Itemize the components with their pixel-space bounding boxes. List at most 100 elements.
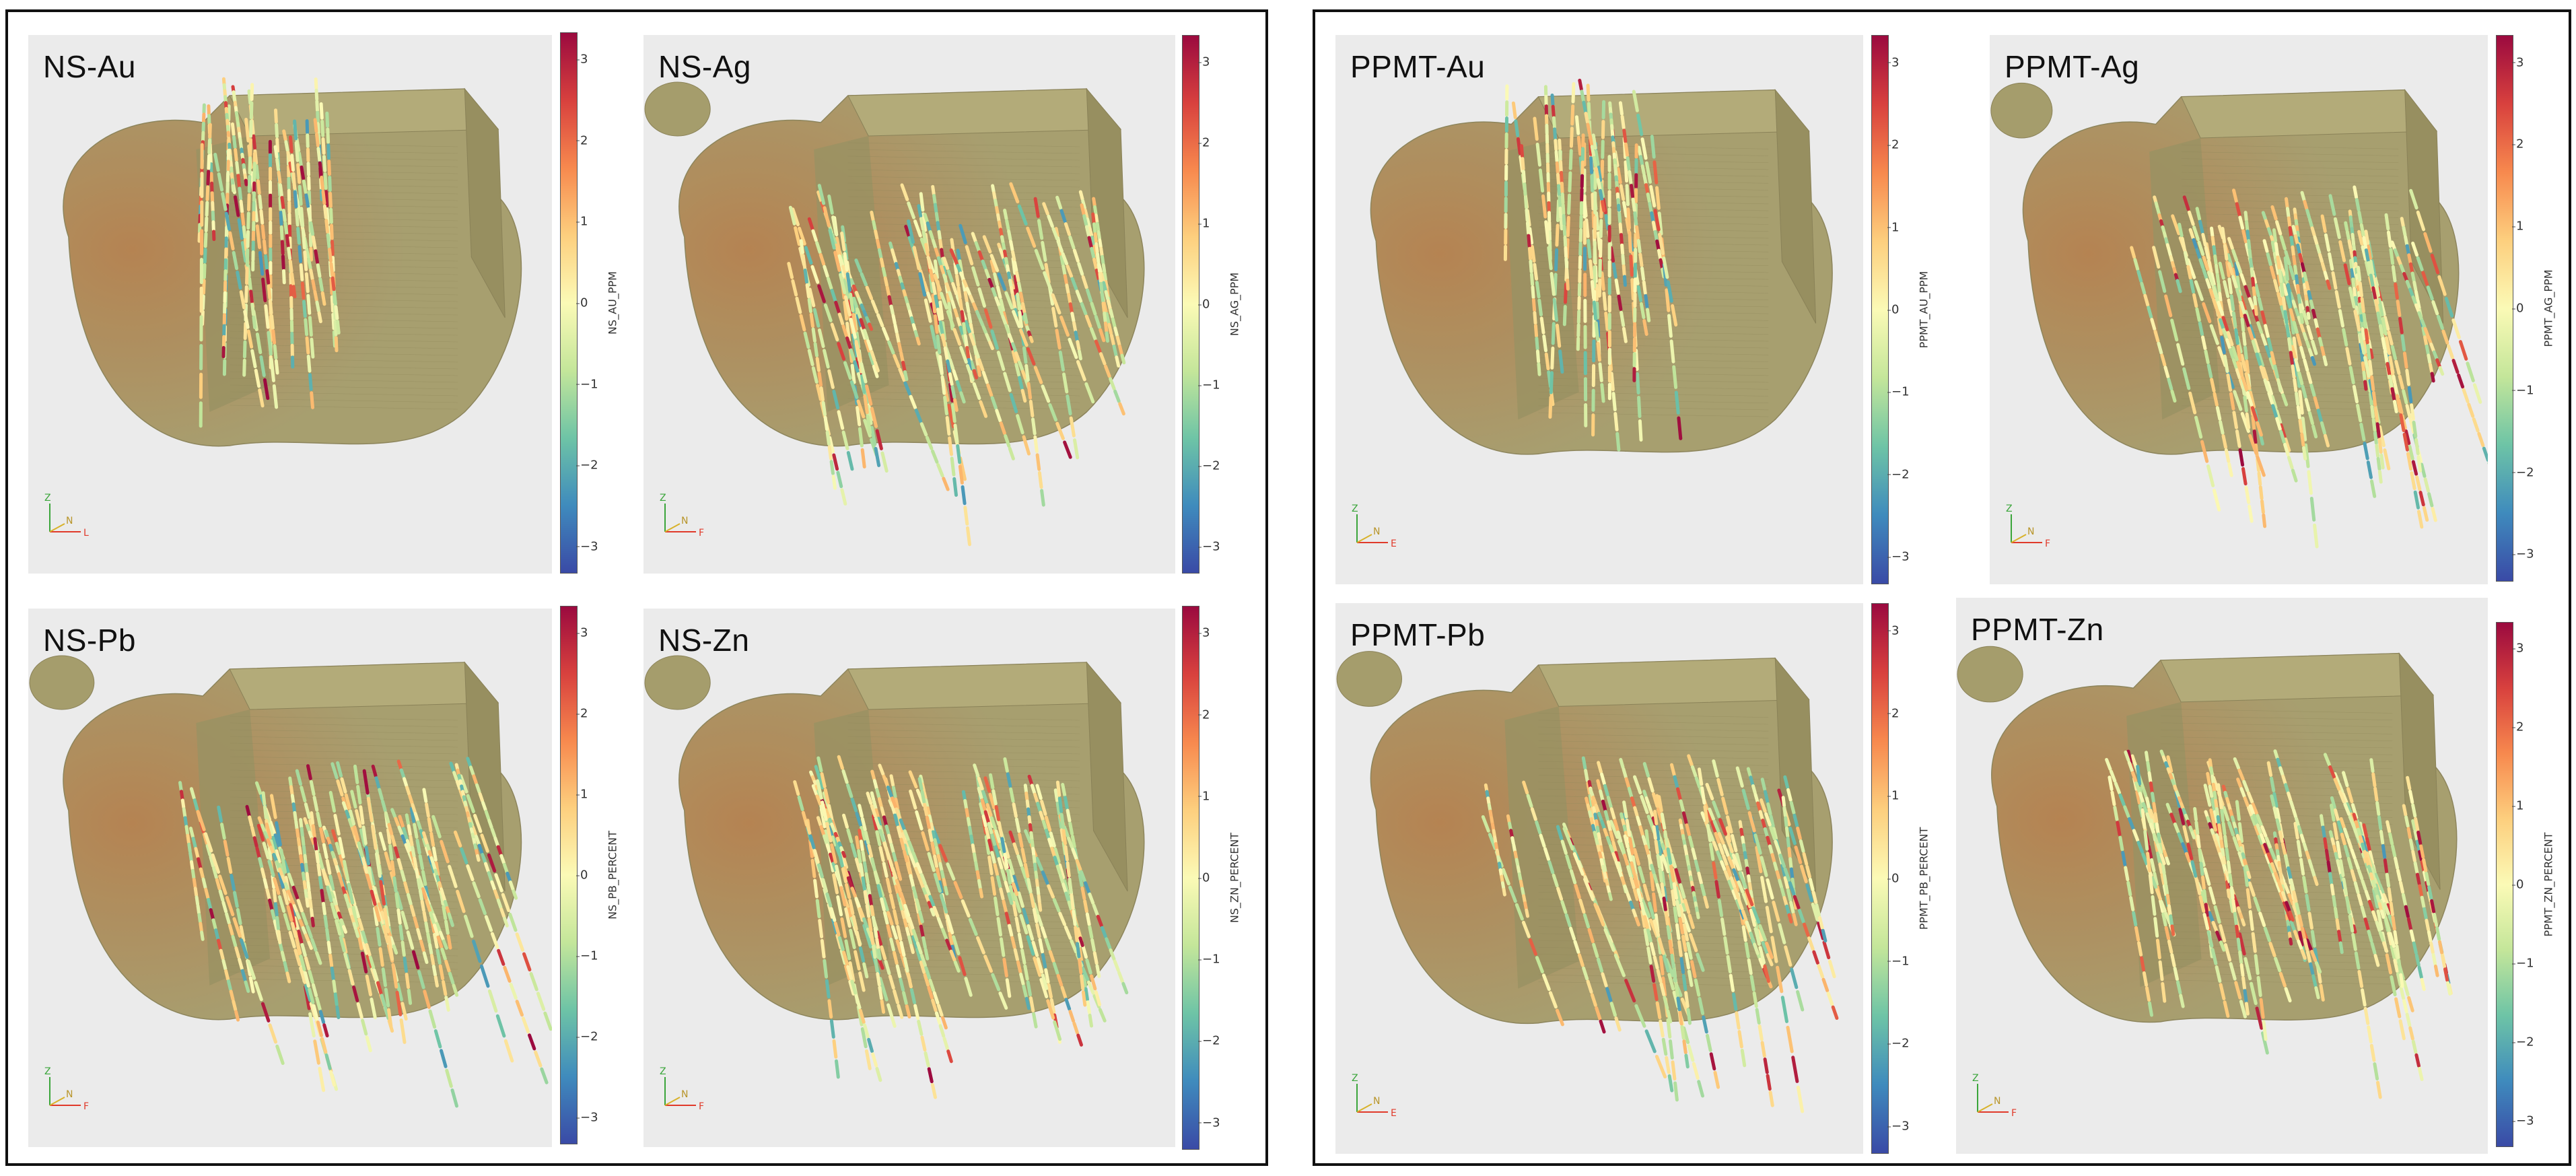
colorbar-tick: −3 [576,1110,598,1125]
3d-scene [1370,78,1833,455]
svg-text:Z: Z [44,1066,51,1077]
colorbar: 3 2 1 0 −1 −2 −3 PPMT_ZN_PERCENT [2496,622,2563,1147]
colorbar-tick: 3 [1197,625,1210,640]
colorbar-tick: −3 [1887,1119,1910,1134]
svg-text:E: E [1391,1108,1397,1119]
colorbar-tick: 2 [1197,135,1210,150]
colorbar-gradient [1182,606,1199,1150]
colorbar-tick: −3 [2512,1113,2534,1128]
svg-text:Z: Z [1352,1073,1358,1084]
colorbar-tick: 2 [1887,706,1900,721]
colorbar-tick: 2 [2511,137,2524,151]
colorbar-tick: −1 [576,948,598,963]
colorbar-tick: −2 [1887,467,1910,482]
colorbar-label: NS_AG_PPM [1228,272,1241,337]
svg-text:Z: Z [660,1066,666,1077]
colorbar-tick: 3 [2511,55,2524,70]
panel-title: NS-Au [43,49,136,84]
svg-text:Z: Z [660,493,666,504]
colorbar-tick: −1 [1198,952,1220,967]
colorbar-tick: 1 [1197,216,1210,231]
colorbar: 3 2 1 0 −1 −2 −3 NS_AU_PPM [560,32,634,574]
colorbar-label: PPMT_AG_PPM [2542,269,2555,347]
colorbar-tick: −3 [2512,547,2534,561]
svg-text:N: N [681,1089,688,1100]
colorbar-tick: −3 [576,539,598,554]
colorbar-tick: 3 [1887,55,1900,70]
colorbar-tick: 2 [1197,707,1210,722]
colorbar: 3 2 1 0 −1 −2 −3 PPMT_PB_PERCENT [1871,603,1945,1154]
colorbar-tick: 0 [1197,870,1210,885]
colorbar-gradient [2496,622,2513,1147]
colorbar-tick: 0 [1887,302,1900,317]
svg-text:N: N [681,516,688,526]
3d-scene [644,81,1145,547]
colorbar-tick: 2 [2511,720,2524,734]
colorbar: 3 2 1 0 −1 −2 −3 NS_ZN_PERCENT [1182,606,1256,1150]
svg-text:N: N [66,1089,73,1100]
colorbar-label: NS_AU_PPM [606,271,619,335]
svg-text:Z: Z [44,493,51,504]
colorbar-label: PPMT_AU_PPM [1917,271,1930,349]
plot-area: NS-Ag Z N F [643,35,1175,574]
colorbar-tick: 2 [1887,137,1900,152]
colorbar-gradient [1871,603,1889,1154]
colorbar-tick: 1 [1197,789,1210,804]
colorbar-tick: 0 [2511,877,2524,892]
svg-text:F: F [2045,539,2050,549]
colorbar-tick: 1 [576,787,588,802]
colorbar-label: NS_PB_PERCENT [606,831,619,920]
colorbar-tick: 1 [576,214,588,229]
colorbar-tick: 3 [1887,623,1900,638]
svg-text:Z: Z [1352,504,1358,514]
svg-text:E: E [1391,539,1397,549]
colorbar-tick: 3 [1197,55,1210,69]
3d-scene [29,655,552,1108]
svg-text:F: F [699,528,704,539]
panel-title: NS-Ag [658,49,751,84]
colorbar-gradient [1871,35,1889,584]
colorbar-tick: −1 [576,377,598,392]
3d-scene [1957,646,2458,1099]
colorbar-tick: −3 [1887,549,1910,564]
colorbar-tick: 2 [576,133,588,148]
colorbar-tick: 1 [2511,219,2524,234]
colorbar-tick: 0 [576,868,588,883]
panel-title: NS-Pb [43,623,136,658]
axis-triad-icon: Z N F [657,485,711,539]
colorbar-tick: 3 [576,625,588,640]
svg-text:L: L [83,528,89,539]
colorbar: 3 2 1 0 −1 −2 −3 NS_AG_PPM [1182,35,1256,574]
colorbar-tick: −1 [2512,383,2534,398]
colorbar-tick: 2 [576,706,588,721]
colorbar-tick: 0 [2511,301,2524,316]
plot-area: PPMT-Au Z N E [1335,35,1863,584]
colorbar-tick: 0 [576,296,588,310]
colorbar-tick: −3 [1198,1115,1220,1130]
colorbar-gradient [560,606,578,1144]
panel-title: PPMT-Pb [1350,617,1486,652]
colorbar-tick: 1 [2511,798,2524,813]
3d-scene [1336,651,1839,1113]
colorbar-tick: 3 [576,52,588,67]
colorbar-tick: 3 [2511,641,2524,656]
3d-scene [1990,82,2488,549]
svg-text:N: N [1373,1096,1380,1107]
colorbar-tick: −2 [2512,1035,2534,1049]
colorbar-tick: −2 [1887,1036,1910,1051]
colorbar: 3 2 1 0 −1 −2 −3 PPMT_AU_PPM [1871,35,1945,584]
panel-title: NS-Zn [658,623,750,658]
colorbar-tick: −2 [576,458,598,473]
colorbar-tick: −3 [1198,539,1220,554]
colorbar: 3 2 1 0 −1 −2 −3 PPMT_AG_PPM [2496,35,2563,582]
